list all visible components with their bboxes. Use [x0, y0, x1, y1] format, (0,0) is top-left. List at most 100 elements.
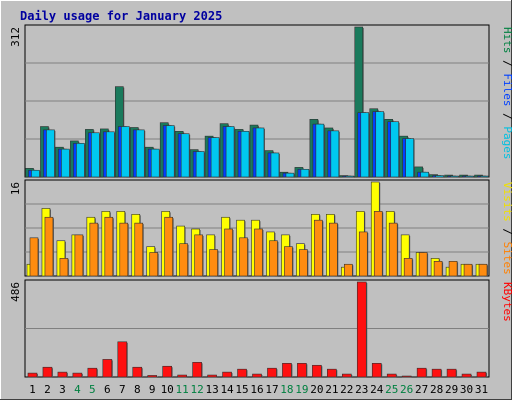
bar-kbytes-day-1 — [27, 372, 38, 378]
bar-pages-day-16 — [255, 127, 265, 178]
bar-pages-day-9 — [150, 148, 160, 178]
bar-sites-day-10 — [164, 216, 173, 277]
panel-top-legend: Hits / Files / Pages — [501, 27, 512, 160]
bar-pages-day-11 — [180, 133, 190, 178]
legend-separator: / — [501, 54, 512, 74]
bar-kbytes-day-18 — [282, 363, 292, 378]
bar-kbytes-day-11 — [177, 374, 187, 378]
bar-kbytes-day-2 — [42, 366, 53, 378]
x-tick-label-day-22: 22 — [340, 383, 353, 396]
bar-kbytes-day-14 — [222, 371, 232, 378]
bar-pages-day-1 — [31, 169, 40, 178]
bar-pages-day-25 — [390, 121, 400, 178]
bar-pages-day-6 — [106, 131, 115, 178]
bar-pages-day-28 — [435, 175, 444, 178]
bar-pages-day-31 — [480, 175, 489, 178]
x-tick-label-day-19: 19 — [295, 383, 308, 396]
x-tick-label-day-5: 5 — [89, 383, 96, 396]
bar-sites-day-9 — [149, 252, 159, 277]
x-tick-label-day-12: 12 — [191, 383, 204, 396]
x-tick-label-day-13: 13 — [205, 383, 218, 396]
bar-kbytes-day-6 — [102, 359, 113, 378]
bar-kbytes-day-27 — [416, 367, 427, 378]
bar-sites-day-28 — [433, 261, 443, 277]
bar-kbytes-day-13 — [207, 374, 217, 378]
legend-visits: Visits — [501, 182, 512, 222]
bar-sites-day-3 — [59, 258, 69, 277]
bar-sites-day-31 — [478, 263, 488, 277]
bar-kbytes-day-15 — [237, 368, 247, 378]
x-tick-label-day-20: 20 — [310, 383, 323, 396]
x-tick-label-day-23: 23 — [355, 383, 368, 396]
bar-kbytes-day-31 — [476, 371, 487, 378]
bar-sites-day-12 — [194, 234, 203, 277]
bar-kbytes-day-19 — [297, 363, 307, 378]
bar-sites-day-18 — [284, 246, 293, 277]
x-tick-label-day-3: 3 — [59, 383, 66, 396]
panel-bottom-legend: KBytes — [501, 282, 512, 322]
x-tick-label-day-4: 4 — [74, 383, 81, 396]
x-tick-label-day-16: 16 — [250, 383, 263, 396]
bar-pages-day-14 — [225, 126, 235, 178]
bar-sites-day-21 — [329, 222, 338, 277]
bar-sites-day-8 — [134, 222, 144, 277]
bar-kbytes-day-26 — [401, 375, 412, 378]
panel-bottom: 486 KBytes — [9, 279, 512, 378]
x-axis-labels: 1 2 3 4 5 6 7 8 9 10 11 12 13 14 15 16 17 18 19 20 21 22 23 24 2… — [29, 383, 488, 396]
bar-pages-day-27 — [420, 171, 429, 178]
bar-sites-day-25 — [388, 222, 398, 277]
bar-sites-day-17 — [269, 240, 278, 277]
bar-pages-day-4 — [76, 143, 85, 178]
bar-pages-day-18 — [285, 172, 295, 178]
x-tick-label-day-9: 9 — [149, 383, 156, 396]
bar-pages-day-20 — [315, 123, 325, 178]
bar-pages-day-7 — [120, 126, 130, 178]
bar-sites-day-24 — [373, 211, 383, 277]
bar-sites-day-30 — [463, 263, 473, 277]
bar-sites-day-27 — [418, 252, 428, 277]
bar-sites-day-29 — [448, 261, 458, 277]
x-tick-label-day-21: 21 — [325, 383, 338, 396]
bar-sites-day-20 — [314, 219, 323, 277]
bar-pages-day-15 — [240, 131, 250, 178]
bar-kbytes-day-8 — [132, 366, 143, 378]
bar-pages-day-19 — [300, 169, 310, 178]
bar-pages-day-30 — [465, 175, 474, 178]
x-tick-label-day-18: 18 — [280, 383, 293, 396]
bar-sites-day-15 — [239, 237, 248, 277]
bar-sites-day-22 — [344, 263, 353, 277]
x-tick-label-day-24: 24 — [370, 383, 384, 396]
x-tick-label-day-14: 14 — [220, 383, 234, 396]
x-tick-label-day-31: 31 — [475, 383, 488, 396]
bar-sites-day-2 — [44, 216, 54, 277]
bar-kbytes-day-22 — [342, 373, 352, 378]
bar-sites-day-26 — [403, 258, 413, 277]
bar-kbytes-day-4 — [72, 372, 83, 378]
x-tick-label-day-15: 15 — [235, 383, 248, 396]
bar-kbytes-day-16 — [252, 373, 262, 378]
bar-pages-day-8 — [135, 129, 145, 178]
bar-pages-day-26 — [405, 138, 414, 178]
x-tick-label-day-26: 26 — [400, 383, 413, 396]
x-tick-label-day-30: 30 — [460, 383, 473, 396]
bar-pages-day-17 — [270, 152, 280, 178]
bar-kbytes-day-17 — [267, 367, 277, 378]
bar-sites-day-14 — [224, 228, 233, 277]
bar-sites-day-23 — [358, 231, 368, 277]
bar-sites-day-11 — [179, 243, 188, 277]
bar-pages-day-29 — [450, 175, 459, 178]
bar-kbytes-day-10 — [162, 365, 172, 378]
bar-pages-day-10 — [165, 125, 175, 178]
x-tick-label-day-28: 28 — [430, 383, 443, 396]
panel-top-ymax-label: 312 — [9, 27, 22, 47]
legend-kbytes: KBytes — [501, 282, 512, 322]
bar-pages-day-5 — [91, 132, 100, 178]
bar-sites-day-4 — [74, 234, 84, 277]
bar-pages-day-21 — [330, 130, 340, 178]
bar-kbytes-day-20 — [312, 364, 322, 378]
legend-sites: Sites — [501, 242, 512, 275]
bar-kbytes-day-9 — [147, 375, 158, 378]
bar-pages-day-23 — [360, 112, 370, 178]
panel-middle-ymax-label: 16 — [9, 182, 22, 195]
